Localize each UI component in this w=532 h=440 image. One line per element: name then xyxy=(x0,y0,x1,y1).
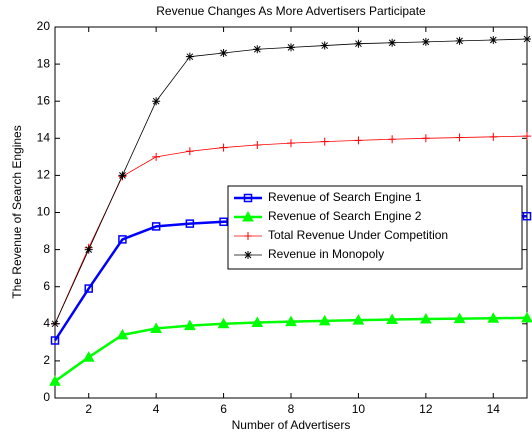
marker xyxy=(354,136,363,145)
marker xyxy=(184,319,196,331)
marker xyxy=(50,336,60,345)
marker xyxy=(388,38,397,47)
marker xyxy=(242,210,254,222)
marker xyxy=(489,132,498,141)
y-tick-label: 8 xyxy=(43,242,50,256)
marker xyxy=(251,316,264,328)
marker xyxy=(217,317,230,329)
marker xyxy=(219,48,228,57)
marker xyxy=(320,137,329,146)
marker xyxy=(253,45,262,54)
marker xyxy=(523,132,531,141)
marker xyxy=(244,251,252,259)
marker xyxy=(243,193,253,203)
legend-label: Total Revenue Under Competition xyxy=(268,228,448,242)
marker xyxy=(253,140,262,149)
marker xyxy=(455,133,464,142)
y-axis-label: The Revenue of Search Engines xyxy=(10,125,24,298)
marker xyxy=(150,322,162,333)
x-tick-label: 12 xyxy=(419,402,433,416)
y-tick-label: 14 xyxy=(37,130,51,144)
legend-label: Revenue of Search Engine 2 xyxy=(268,209,422,223)
marker xyxy=(489,35,498,44)
marker xyxy=(320,41,329,50)
marker xyxy=(287,43,295,52)
x-tick-label: 2 xyxy=(85,402,92,416)
x-tick-label: 8 xyxy=(288,402,295,416)
marker xyxy=(116,328,129,340)
legend: Revenue of Search Engine 1 Revenue of Sea… xyxy=(227,185,523,270)
marker xyxy=(84,284,93,293)
marker xyxy=(285,315,297,327)
marker xyxy=(51,319,59,328)
marker xyxy=(523,35,531,44)
y-tick-label: 16 xyxy=(37,93,51,107)
legend-label: Revenue in Monopoly xyxy=(268,247,384,261)
marker xyxy=(354,39,363,48)
marker xyxy=(421,37,430,46)
marker xyxy=(82,351,95,362)
y-tick-label: 20 xyxy=(37,19,51,33)
marker xyxy=(318,314,331,326)
marker xyxy=(521,311,532,323)
marker xyxy=(388,135,397,144)
x-tick-label: 4 xyxy=(153,402,160,416)
marker xyxy=(185,147,194,156)
marker xyxy=(421,134,430,143)
y-tick-label: 10 xyxy=(37,205,51,219)
marker xyxy=(420,312,432,324)
x-tick-label: 10 xyxy=(352,402,366,416)
marker xyxy=(84,245,93,254)
marker xyxy=(185,52,194,61)
marker xyxy=(487,312,500,323)
marker xyxy=(244,232,252,240)
marker xyxy=(118,171,127,180)
marker xyxy=(185,219,195,228)
marker xyxy=(219,217,228,227)
x-tick-label: 6 xyxy=(220,402,227,416)
marker xyxy=(386,313,398,325)
y-tick-label: 18 xyxy=(37,56,51,70)
y-tick-label: 6 xyxy=(43,279,50,293)
marker xyxy=(118,235,127,244)
marker xyxy=(151,222,161,231)
marker xyxy=(152,152,161,161)
x-axis-label: Number of Advertisers xyxy=(232,418,351,432)
legend-label: Revenue of Search Engine 1 xyxy=(268,190,422,204)
legend-box xyxy=(227,185,523,270)
marker xyxy=(455,36,464,45)
y-tick-label: 2 xyxy=(43,353,50,367)
marker xyxy=(219,143,228,152)
marker xyxy=(152,97,161,106)
y-tick-label: 0 xyxy=(43,390,50,404)
marker xyxy=(522,211,532,221)
marker xyxy=(287,139,295,148)
chart-title: Revenue Changes As More Advertisers Part… xyxy=(156,4,426,18)
y-tick-label: 12 xyxy=(37,168,51,182)
marker xyxy=(49,375,61,386)
y-tick-label: 4 xyxy=(43,316,50,330)
marker xyxy=(352,314,365,325)
x-tick-label: 14 xyxy=(487,402,501,416)
marker xyxy=(453,312,466,324)
